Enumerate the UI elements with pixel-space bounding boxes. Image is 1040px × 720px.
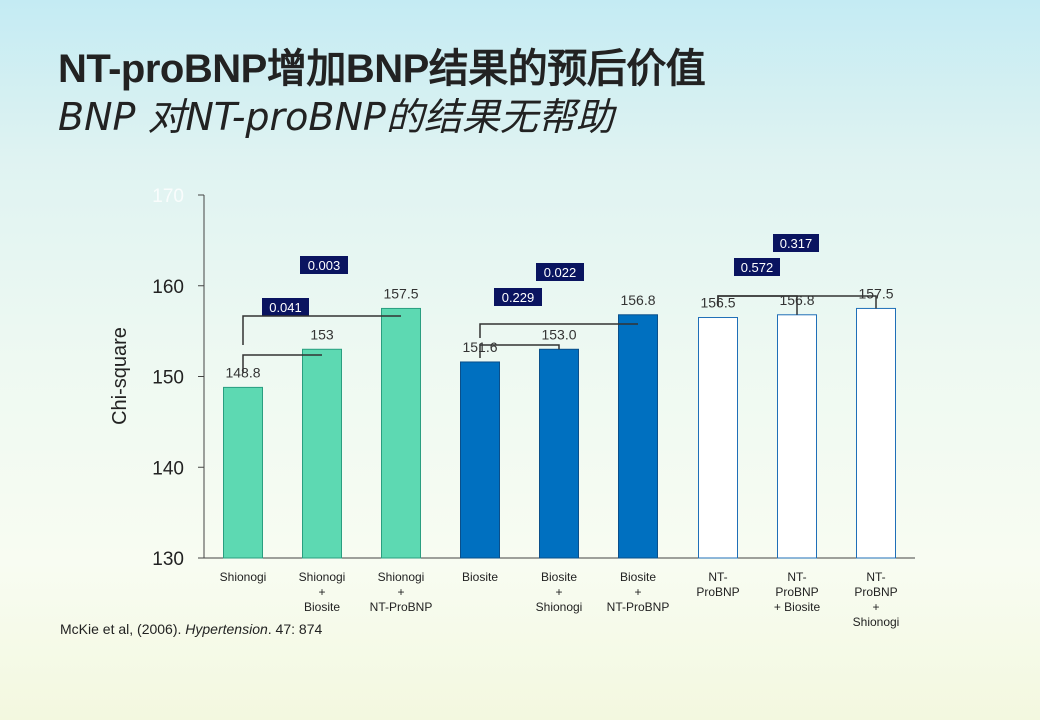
bar bbox=[381, 307, 421, 559]
y-tick-label: 170 bbox=[152, 186, 184, 207]
p-value-box bbox=[262, 298, 309, 316]
category-label: + Biosite bbox=[774, 600, 821, 614]
bar bbox=[539, 348, 579, 559]
value-label: 157.5 bbox=[858, 285, 893, 301]
p-value-label: 0.022 bbox=[544, 265, 577, 280]
category-label: + bbox=[397, 585, 404, 599]
citation-authors: McKie et al, (2006). bbox=[60, 621, 186, 637]
y-axis-title: Chi-square bbox=[109, 327, 131, 425]
p-value-label: 0.041 bbox=[269, 300, 302, 315]
category-label: Biosite bbox=[304, 600, 340, 614]
p-value-bracket bbox=[242, 354, 322, 373]
category-label: NT-ProBNP bbox=[370, 600, 433, 614]
category-label: Shionogi bbox=[299, 570, 346, 584]
p-value-label: 0.572 bbox=[741, 260, 774, 275]
p-value-bracket bbox=[242, 315, 401, 345]
category-label: Shionogi bbox=[220, 570, 267, 584]
citation-journal: Hypertension bbox=[185, 621, 268, 637]
page-title: NT-proBNP增加BNP结果的预后价值 bbox=[58, 47, 706, 91]
category-label: + bbox=[872, 600, 879, 614]
category-label: ProBNP bbox=[775, 585, 818, 599]
category-label: ProBNP bbox=[854, 585, 897, 599]
citation: McKie et al, (2006). Hypertension. 47: 8… bbox=[60, 621, 322, 637]
category-label: + bbox=[555, 585, 562, 599]
category-label: + bbox=[634, 585, 641, 599]
p-value-bracket bbox=[479, 323, 638, 338]
category-label: NT- bbox=[708, 570, 727, 584]
p-value-bracket bbox=[479, 344, 560, 358]
category-label: + bbox=[318, 585, 325, 599]
y-tick-label: 160 bbox=[152, 277, 184, 298]
bar bbox=[302, 348, 342, 559]
citation-volume: . 47: 874 bbox=[267, 621, 323, 637]
p-value-box bbox=[734, 258, 780, 276]
value-label: 156.8 bbox=[620, 292, 655, 308]
p-value-box bbox=[494, 288, 542, 306]
p-value-label: 0.003 bbox=[308, 258, 341, 273]
bar bbox=[698, 317, 738, 559]
bar bbox=[460, 361, 500, 559]
category-label: Biosite bbox=[620, 570, 656, 584]
bar bbox=[856, 307, 896, 559]
category-label: Shionogi bbox=[378, 570, 425, 584]
page-subtitle: BNP 对NT-proBNP的结果无帮助 bbox=[58, 95, 614, 139]
category-label: ProBNP bbox=[696, 585, 739, 599]
p-value-label: 0.317 bbox=[780, 236, 813, 251]
bar bbox=[777, 314, 817, 559]
category-label: Biosite bbox=[541, 570, 577, 584]
y-tick-label: 130 bbox=[152, 549, 184, 570]
category-label: NT- bbox=[866, 570, 885, 584]
bar bbox=[618, 314, 658, 559]
bar bbox=[223, 386, 263, 559]
category-label: Shionogi bbox=[853, 615, 900, 629]
category-label: Shionogi bbox=[536, 600, 583, 614]
p-value-bracket bbox=[717, 295, 877, 309]
value-label: 153 bbox=[310, 326, 334, 342]
category-label: NT- bbox=[787, 570, 806, 584]
category-label: NT-ProBNP bbox=[607, 600, 670, 614]
p-value-box bbox=[536, 263, 584, 281]
y-tick-label: 150 bbox=[152, 368, 184, 389]
value-label: 153.0 bbox=[541, 326, 576, 342]
p-value-box bbox=[773, 234, 819, 252]
category-label: Biosite bbox=[462, 570, 498, 584]
p-value-label: 0.229 bbox=[502, 290, 535, 305]
y-tick-label: 140 bbox=[152, 458, 184, 479]
p-value-box bbox=[300, 256, 348, 274]
value-label: 157.5 bbox=[383, 285, 418, 301]
